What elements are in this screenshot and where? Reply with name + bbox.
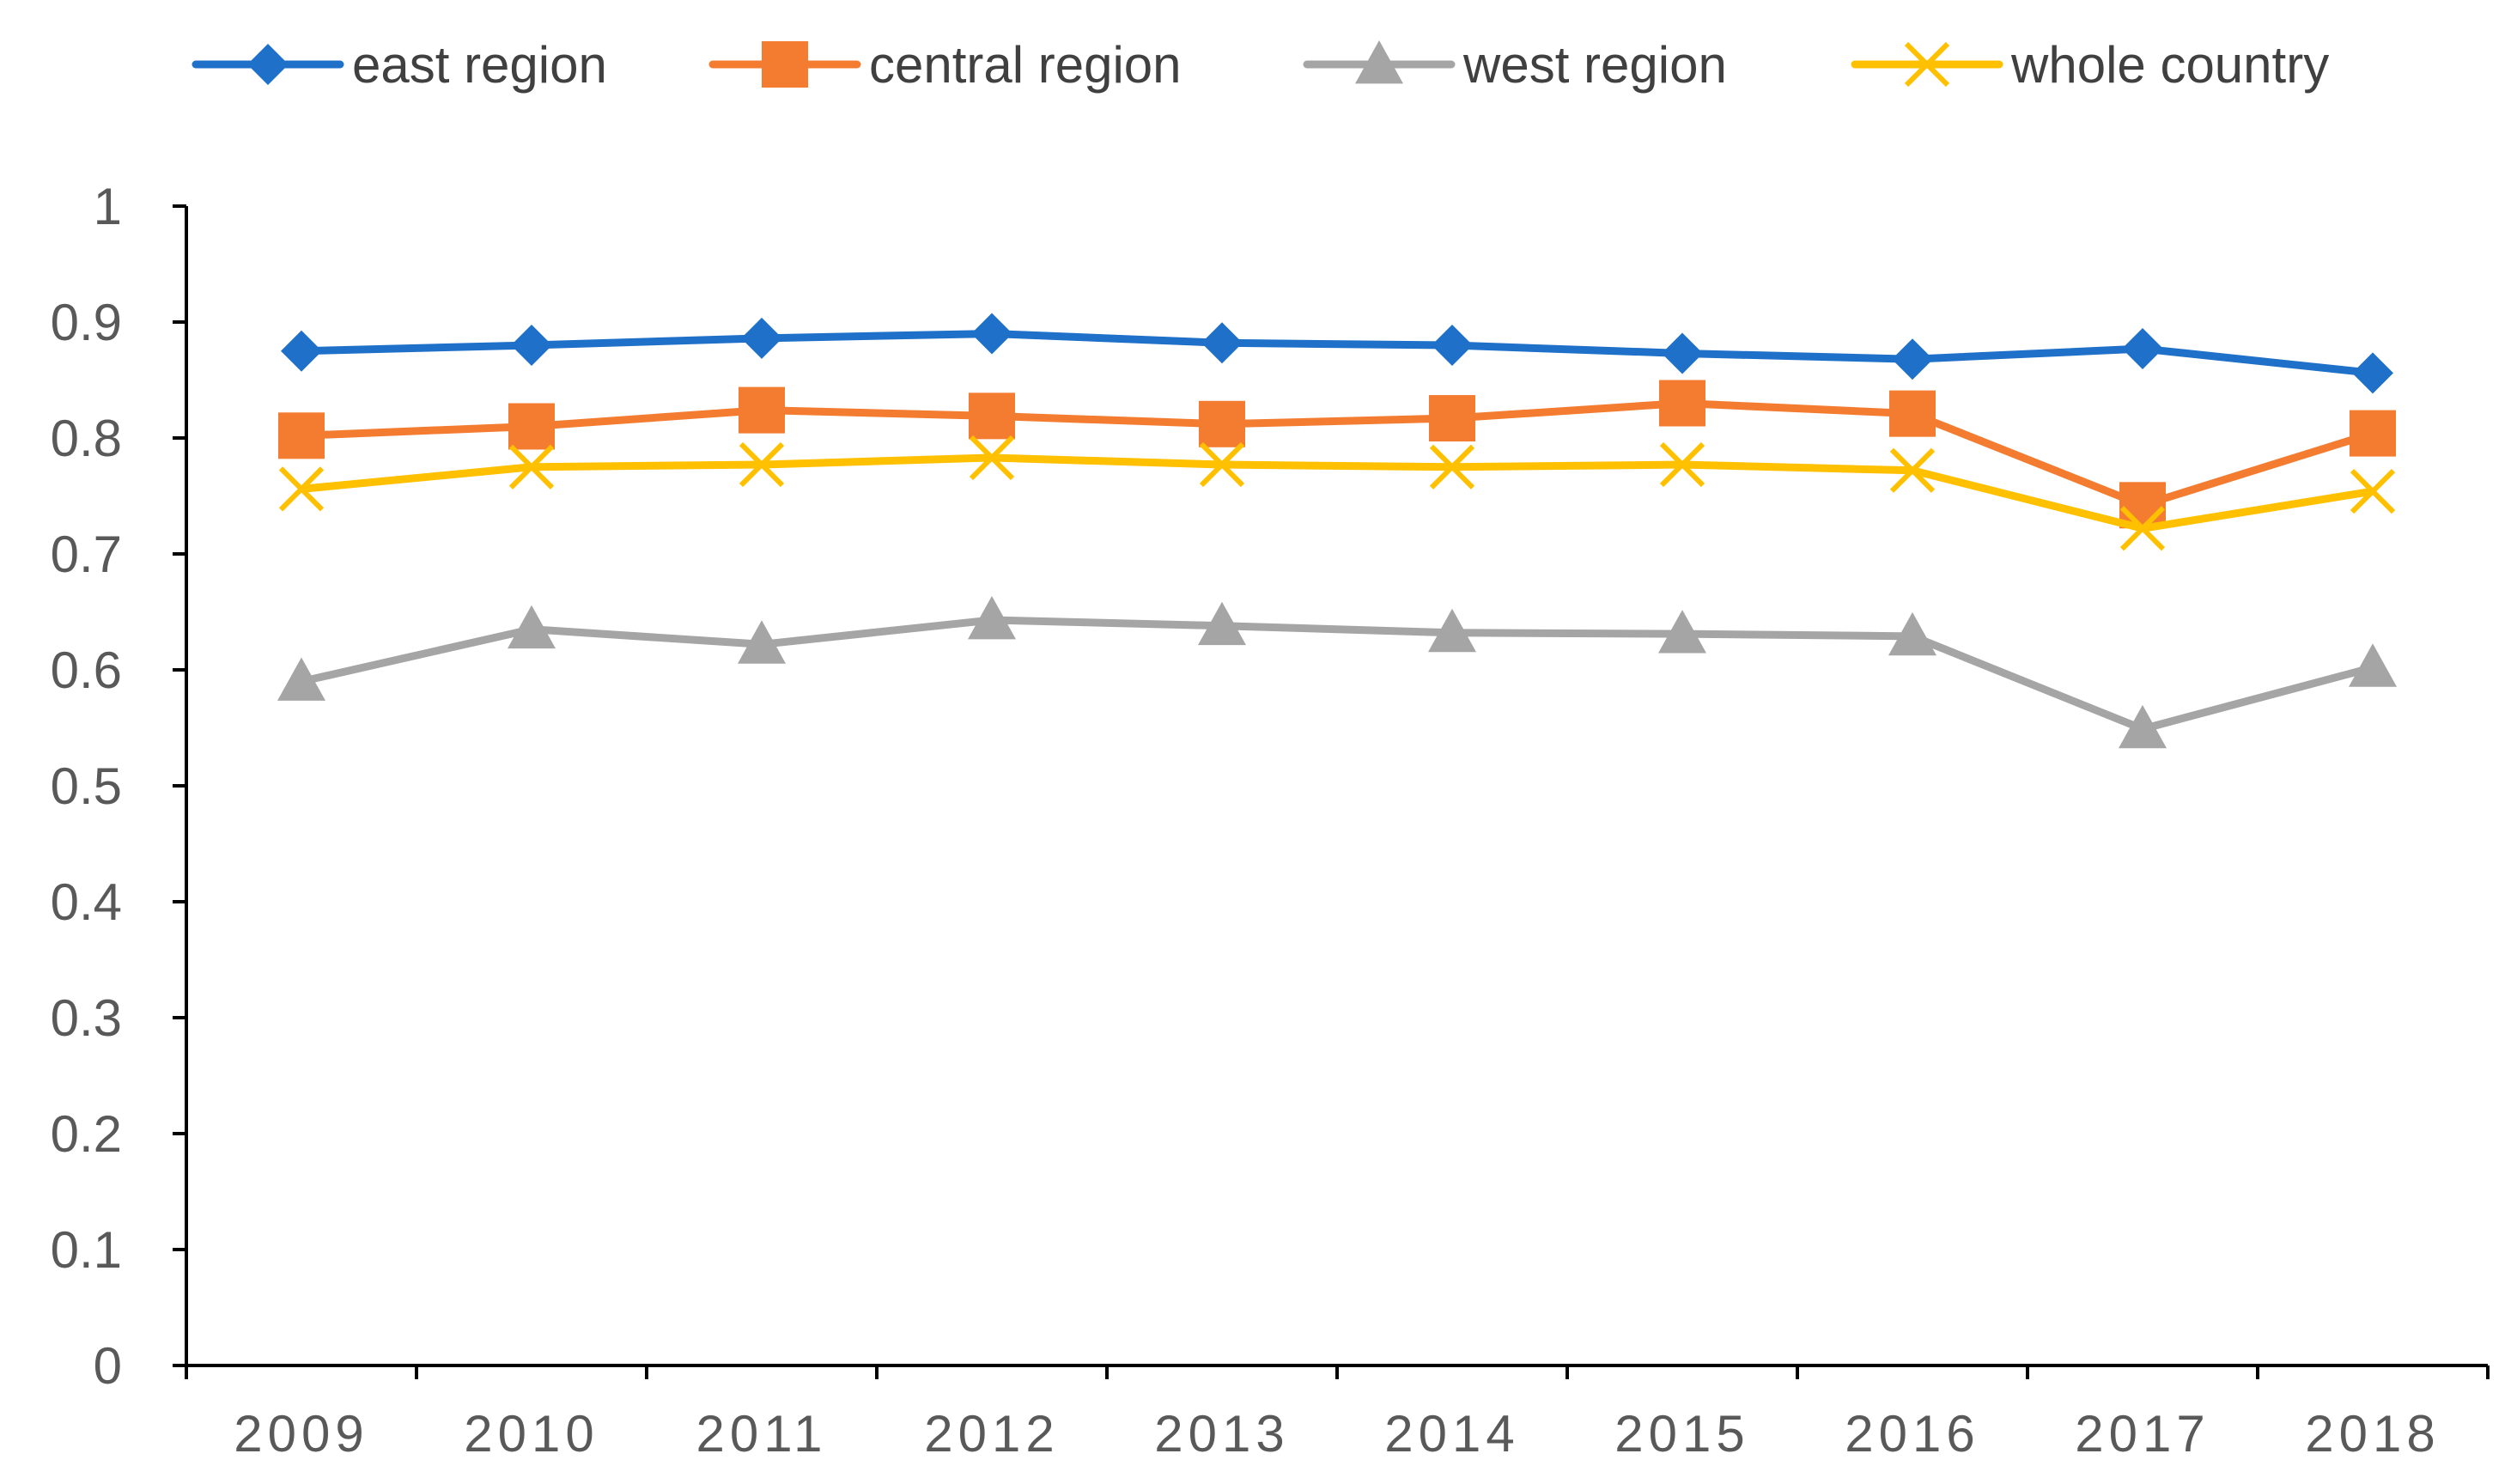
plot-area [277, 313, 2397, 749]
x-tick-label: 2009 [234, 1405, 368, 1463]
data-point [1658, 610, 1706, 654]
data-point [508, 403, 555, 450]
data-point [1659, 441, 1705, 488]
data-point [2119, 506, 2166, 551]
series-whole-country [278, 435, 2396, 551]
data-point [508, 444, 555, 490]
y-tick-label: 0.5 [51, 757, 122, 815]
y-tick-label: 0.4 [51, 873, 122, 931]
data-point [968, 595, 1016, 640]
data-point [2350, 468, 2396, 514]
data-point [739, 441, 785, 488]
legend-item-east-region: east region [192, 36, 607, 94]
data-point [1432, 325, 1473, 366]
x-tick-label: 2012 [924, 1405, 1059, 1463]
y-tick-label: 0.2 [51, 1105, 122, 1163]
series-east-region [281, 313, 2393, 394]
data-point [2122, 328, 2163, 370]
y-tick-label: 0.3 [51, 989, 122, 1047]
data-point [278, 412, 325, 459]
legend-marker [247, 44, 289, 85]
data-point [277, 657, 325, 701]
legend-marker [1904, 41, 1950, 88]
data-point [2350, 410, 2396, 457]
data-point [1659, 380, 1705, 427]
y-axis: 0 0.1 0.2 0.3 0.4 0.5 0.6 0.7 0.8 0.9 1 [51, 178, 188, 1395]
legend-label: central region [869, 36, 1182, 94]
series-west-region [277, 595, 2397, 749]
legend-label: west region [1462, 36, 1727, 94]
series-line [297, 330, 2377, 377]
legend-label: east region [352, 36, 607, 94]
data-point [1199, 441, 1245, 488]
data-point [738, 620, 786, 664]
data-point [1889, 390, 1936, 437]
data-point [511, 325, 552, 366]
x-tick-label: 2011 [696, 1405, 827, 1463]
x-tick-label: 2013 [1154, 1405, 1289, 1463]
data-point [281, 330, 322, 372]
legend-item-whole-country: whole country [1851, 36, 2329, 94]
y-tick-label: 0.1 [51, 1221, 122, 1279]
series-central-region [278, 380, 2396, 529]
x-tick-label: 2018 [2305, 1405, 2440, 1463]
legend-item-west-region: west region [1303, 36, 1727, 94]
y-tick-label: 0.6 [51, 642, 122, 699]
data-point [1888, 611, 1936, 656]
series-line [297, 399, 2377, 509]
data-point [969, 435, 1015, 481]
data-point [1428, 608, 1476, 653]
x-tick-label: 2014 [1384, 1405, 1519, 1463]
legend-marker [762, 41, 808, 88]
data-point [1429, 444, 1475, 490]
series-line [297, 616, 2377, 733]
data-point [1662, 332, 1703, 374]
data-point [1201, 322, 1243, 364]
series-line [297, 453, 2377, 532]
data-point [971, 313, 1012, 355]
data-point [2349, 643, 2397, 687]
x-axis: 2009 2010 2011 2012 2013 2014 2015 2016 2017 2018 [185, 1364, 2490, 1463]
data-point [1889, 447, 1936, 493]
data-point [1199, 400, 1245, 447]
data-point [969, 392, 1015, 440]
y-tick-label: 0.8 [51, 410, 122, 467]
y-tick-label: 1 [94, 178, 122, 235]
x-tick-label: 2016 [1845, 1405, 1979, 1463]
legend-marker [1355, 40, 1403, 84]
data-point [508, 605, 556, 649]
data-point [1892, 338, 1933, 380]
legend: east region central region west region whol… [192, 36, 2329, 94]
data-point [2119, 704, 2167, 749]
legend-item-central-region: central region [708, 36, 1182, 94]
y-tick-label: 0.7 [51, 526, 122, 583]
data-point [278, 466, 325, 512]
data-point [739, 386, 785, 434]
y-tick-label: 0 [94, 1337, 122, 1395]
legend-label: whole country [2010, 36, 2329, 94]
x-tick-label: 2015 [1614, 1405, 1749, 1463]
x-tick-label: 2010 [464, 1405, 599, 1463]
data-point [741, 317, 782, 359]
x-tick-label: 2017 [2075, 1405, 2210, 1463]
data-point [2352, 352, 2393, 394]
data-point [1429, 395, 1475, 442]
data-point [1198, 601, 1246, 646]
y-tick-label: 0.9 [51, 294, 122, 351]
